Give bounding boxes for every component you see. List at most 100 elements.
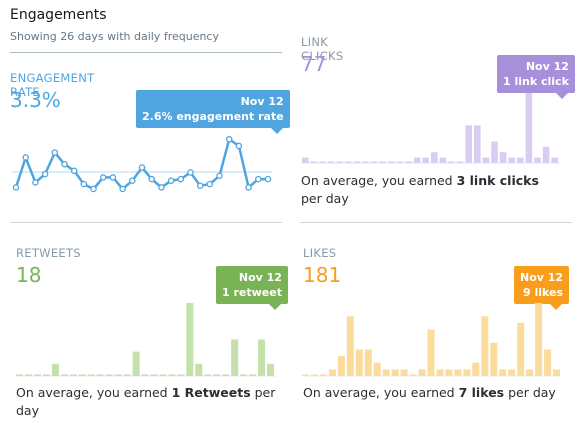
engagement-rate-point[interactable] — [264, 175, 272, 183]
retweets-bar[interactable] — [33, 374, 41, 377]
link_clicks-bar[interactable] — [508, 157, 515, 163]
retweets-bar[interactable] — [16, 374, 23, 377]
retweets-bar[interactable] — [60, 374, 68, 377]
likes-bar[interactable] — [427, 329, 435, 377]
engagement-rate-point[interactable] — [245, 184, 252, 191]
retweets-bar[interactable] — [204, 374, 212, 377]
retweets-bar[interactable] — [267, 363, 274, 376]
retweets-bar[interactable] — [213, 374, 221, 377]
retweets-bar[interactable] — [258, 339, 266, 377]
retweets-bar[interactable] — [231, 339, 239, 377]
engagement-rate-point[interactable] — [129, 177, 136, 184]
likes-bar[interactable] — [517, 322, 525, 376]
engagement-rate-point[interactable] — [61, 160, 68, 168]
engagement-rate-point[interactable] — [12, 184, 20, 191]
retweets-bar[interactable] — [141, 374, 149, 377]
retweets-bar[interactable] — [195, 363, 203, 376]
engagement-rate-point[interactable] — [187, 169, 194, 176]
engagement-rate-point[interactable] — [32, 179, 39, 186]
engagement-rate-point[interactable] — [51, 149, 59, 156]
link_clicks-bar[interactable] — [310, 161, 318, 164]
link_clicks-bar[interactable] — [465, 125, 472, 163]
link_clicks-bar[interactable] — [542, 146, 550, 163]
link_clicks-bar[interactable] — [319, 161, 326, 164]
retweets-bar[interactable] — [168, 374, 176, 377]
link_clicks-bar[interactable] — [525, 93, 533, 163]
retweets-bar[interactable] — [249, 374, 257, 377]
likes-bar[interactable] — [355, 349, 363, 377]
engagement-rate-point[interactable] — [206, 180, 214, 188]
link_clicks-bar[interactable] — [422, 157, 429, 163]
likes-bar[interactable] — [472, 362, 480, 376]
link_clicks-bar[interactable] — [431, 152, 438, 163]
engagement-rate-point[interactable] — [148, 175, 155, 183]
retweets-bar[interactable] — [177, 374, 185, 377]
link_clicks-bar[interactable] — [439, 157, 447, 163]
likes-bar[interactable] — [302, 374, 309, 377]
likes-bar[interactable] — [481, 316, 489, 376]
likes-bar[interactable] — [508, 369, 516, 376]
engagement-rate-point[interactable] — [22, 154, 29, 161]
link_clicks-bar[interactable] — [336, 161, 343, 164]
link_clicks-bar[interactable] — [388, 161, 395, 164]
likes-bar[interactable] — [346, 316, 354, 376]
retweets-bar[interactable] — [222, 374, 230, 377]
likes-bar[interactable] — [328, 369, 336, 376]
engagement-rate-point[interactable] — [41, 170, 49, 178]
likes-bar[interactable] — [544, 349, 552, 377]
retweets-bar[interactable] — [105, 374, 113, 377]
engagement-rate-point[interactable] — [177, 175, 185, 183]
likes-bar[interactable] — [535, 303, 543, 376]
likes-bar[interactable] — [418, 369, 426, 376]
likes-bar[interactable] — [319, 374, 327, 377]
likes-bar[interactable] — [454, 369, 462, 376]
retweets-bar[interactable] — [42, 374, 50, 377]
engagement-rate-point[interactable] — [90, 185, 97, 193]
likes-bar[interactable] — [436, 369, 444, 376]
likes-bar[interactable] — [526, 369, 534, 376]
likes-bar[interactable] — [382, 369, 390, 376]
engagement-rate-point[interactable] — [119, 185, 126, 193]
engagement-rate-point[interactable] — [158, 184, 165, 191]
likes-bar[interactable] — [409, 374, 417, 377]
engagement-rate-point[interactable] — [235, 142, 243, 150]
engagement-rate-point[interactable] — [167, 177, 175, 184]
engagement-rate-point[interactable] — [70, 167, 78, 175]
link_clicks-bar[interactable] — [413, 157, 421, 163]
link_clicks-bar[interactable] — [345, 161, 352, 164]
retweets-bar[interactable] — [159, 374, 167, 377]
link_clicks-bar[interactable] — [396, 161, 404, 164]
link_clicks-bar[interactable] — [370, 161, 378, 164]
engagement-rate-point[interactable] — [80, 180, 88, 188]
engagement-rate-point[interactable] — [196, 182, 204, 189]
link_clicks-bar[interactable] — [448, 161, 455, 164]
retweets-bar[interactable] — [114, 374, 122, 377]
engagement-rate-point[interactable] — [138, 164, 146, 171]
likes-bar[interactable] — [463, 369, 471, 376]
link_clicks-bar[interactable] — [534, 157, 541, 163]
retweets-bar[interactable] — [123, 374, 131, 377]
likes-bar[interactable] — [391, 369, 399, 376]
retweets-bar[interactable] — [25, 374, 32, 377]
likes-bar[interactable] — [373, 362, 381, 376]
link_clicks-bar[interactable] — [499, 152, 507, 163]
link_clicks-bar[interactable] — [362, 161, 369, 164]
link_clicks-bar[interactable] — [491, 141, 498, 164]
retweets-bar[interactable] — [78, 374, 86, 377]
engagement-rate-point[interactable] — [216, 172, 223, 180]
link_clicks-bar[interactable] — [353, 161, 361, 164]
retweets-bar[interactable] — [87, 374, 95, 377]
likes-bar[interactable] — [400, 369, 408, 376]
likes-bar[interactable] — [499, 369, 507, 376]
link_clicks-bar[interactable] — [474, 125, 481, 163]
link_clicks-bar[interactable] — [517, 157, 524, 163]
link_clicks-bar[interactable] — [551, 157, 558, 163]
retweets-bar[interactable] — [69, 374, 77, 377]
retweets-bar[interactable] — [240, 374, 248, 377]
likes-chart[interactable] — [302, 301, 562, 377]
link_clicks-bar[interactable] — [379, 161, 386, 164]
link_clicks-bar[interactable] — [405, 161, 412, 164]
engagement-rate-point[interactable] — [255, 175, 262, 183]
retweets-bar[interactable] — [186, 303, 194, 376]
link-clicks-chart[interactable] — [302, 91, 560, 164]
